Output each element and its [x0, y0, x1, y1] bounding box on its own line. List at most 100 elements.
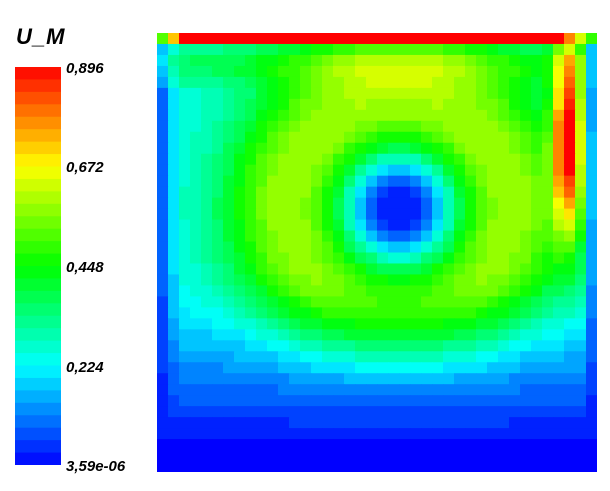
field-cell	[443, 98, 455, 111]
field-cell	[542, 33, 554, 45]
field-cell	[245, 340, 257, 352]
field-cell	[333, 197, 345, 210]
field-cell	[410, 219, 422, 232]
field-cell	[201, 120, 213, 133]
field-cell	[245, 54, 257, 67]
field-cell	[454, 76, 466, 89]
field-cell	[564, 142, 576, 155]
field-cell	[476, 98, 488, 111]
field-cell	[476, 373, 488, 385]
field-cell	[333, 33, 345, 45]
field-cell	[465, 241, 477, 253]
field-cell	[289, 252, 301, 264]
field-cell	[542, 329, 554, 341]
field-cell	[223, 318, 235, 330]
field-cell	[520, 373, 532, 385]
field-cell	[421, 428, 433, 440]
field-cell	[443, 307, 455, 319]
field-cell	[465, 450, 477, 462]
field-cell	[179, 131, 191, 144]
field-cell	[245, 318, 257, 330]
field-cell	[509, 461, 521, 472]
field-cell	[498, 197, 510, 210]
field-cell	[168, 329, 180, 341]
field-cell	[509, 153, 521, 166]
field-cell	[520, 186, 532, 199]
field-cell	[564, 175, 576, 188]
field-cell	[388, 186, 400, 199]
field-cell	[443, 417, 455, 429]
field-cell	[366, 351, 378, 363]
field-cell	[179, 54, 191, 67]
field-cell	[520, 142, 532, 155]
field-cell	[553, 164, 565, 177]
field-cell	[553, 175, 565, 188]
field-cell	[388, 362, 400, 374]
field-cell	[278, 153, 290, 166]
field-cell	[421, 340, 433, 352]
field-cell	[256, 142, 268, 155]
field-cell	[179, 329, 191, 341]
field-cell	[421, 131, 433, 144]
field-cell	[586, 109, 597, 122]
field-cell	[377, 439, 389, 451]
field-cell	[212, 307, 224, 319]
field-cell	[212, 109, 224, 122]
field-cell	[586, 351, 597, 363]
field-cell	[168, 461, 180, 472]
field-cell	[531, 296, 543, 308]
field-cell	[366, 109, 378, 122]
field-cell	[190, 285, 202, 297]
field-cell	[432, 373, 444, 385]
field-cell	[564, 197, 576, 210]
field-cell	[223, 33, 235, 45]
field-cell	[223, 65, 235, 78]
field-cell	[212, 98, 224, 111]
field-cell	[344, 164, 356, 177]
field-cell	[245, 186, 257, 199]
field-cell	[366, 230, 378, 243]
field-cell	[190, 406, 202, 418]
field-cell	[355, 175, 367, 188]
colorbar-band	[15, 328, 61, 342]
field-cell	[553, 362, 565, 374]
field-cell	[267, 439, 279, 451]
field-cell	[410, 318, 422, 330]
field-cell	[542, 461, 554, 472]
field-cell	[410, 329, 422, 341]
field-cell	[201, 197, 213, 210]
field-cell	[586, 428, 597, 440]
field-cell	[267, 351, 279, 363]
field-cell	[410, 384, 422, 396]
field-cell	[245, 131, 257, 144]
field-cell	[256, 120, 268, 133]
field-cell	[443, 340, 455, 352]
colorbar-tick-label: 0,672	[66, 159, 104, 176]
field-cell	[454, 186, 466, 199]
field-cell	[531, 87, 543, 100]
field-cell	[157, 186, 169, 199]
field-cell	[454, 241, 466, 253]
field-cell	[487, 461, 499, 472]
field-cell	[454, 439, 466, 451]
field-cell	[509, 450, 521, 462]
field-cell	[399, 98, 411, 111]
field-cell	[443, 120, 455, 133]
field-cell	[520, 87, 532, 100]
field-cell	[487, 219, 499, 232]
field-cell	[168, 296, 180, 308]
field-cell	[465, 395, 477, 407]
field-cell	[531, 362, 543, 374]
field-cell	[421, 208, 433, 221]
field-cell	[311, 98, 323, 111]
field-cell	[421, 274, 433, 286]
field-cell	[487, 285, 499, 297]
field-cell	[179, 87, 191, 100]
field-cell	[245, 417, 257, 429]
field-cell	[300, 98, 312, 111]
field-cell	[454, 33, 466, 45]
field-cell	[487, 307, 499, 319]
field-cell	[575, 65, 587, 78]
colorbar-band	[15, 216, 61, 230]
field-cell	[179, 120, 191, 133]
